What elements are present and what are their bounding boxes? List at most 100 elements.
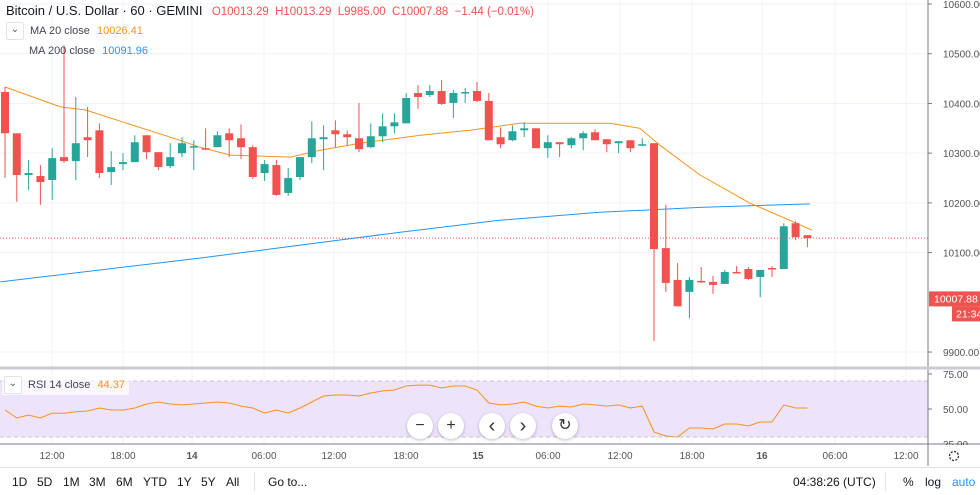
range-3m[interactable]: 3M <box>89 475 106 489</box>
ohlc-change: −1.44 (−0.01%) <box>454 6 534 18</box>
range-6m[interactable]: 6M <box>116 475 133 489</box>
candle-body <box>768 268 776 270</box>
divider <box>885 472 886 491</box>
candle-body <box>626 140 635 149</box>
candle-body <box>213 135 222 148</box>
log-toggle[interactable]: log <box>925 475 942 489</box>
candle-body <box>201 148 210 150</box>
candle-body <box>779 226 788 270</box>
candle-body <box>107 167 116 173</box>
candle-body <box>166 157 175 167</box>
candle-body <box>331 130 340 135</box>
ma200-value: 10091.96 <box>102 45 148 57</box>
price-tick-label: 9900.00 <box>943 348 980 359</box>
price-tick-label: 10200.00 <box>943 199 980 210</box>
last-price-badge <box>929 291 980 307</box>
candle-body <box>638 144 647 146</box>
range-all[interactable]: All <box>226 475 240 489</box>
candle-body <box>484 100 493 141</box>
rsi-band <box>0 381 928 437</box>
ma20-line <box>4 86 813 231</box>
candle-body <box>520 128 529 131</box>
candle-body <box>178 143 186 154</box>
price-tick-label: 10500.00 <box>943 50 980 61</box>
time-tick-label: 18:00 <box>110 451 135 462</box>
candle-body <box>24 173 33 176</box>
ma200-label: MA 200 close <box>29 45 96 57</box>
candle-body <box>449 92 458 103</box>
candle-body <box>1 92 9 134</box>
candle-body <box>673 279 682 307</box>
candle-body <box>720 271 729 284</box>
candle-body <box>461 92 470 94</box>
range-1y[interactable]: 1Y <box>177 475 192 489</box>
candle-body <box>225 133 234 141</box>
candle-body <box>378 126 387 137</box>
time-tick-label: 16 <box>756 451 768 462</box>
ohlc-low: L9985.00 <box>337 6 386 18</box>
time-tick-label: 15 <box>472 451 484 462</box>
candle-body <box>402 97 411 124</box>
price-tick-label: 10600.00 <box>943 0 980 11</box>
candle-body <box>390 122 399 127</box>
candle-body <box>579 133 588 139</box>
countdown-label: 21:34 <box>956 308 980 320</box>
time-tick-label: 12:00 <box>39 451 64 462</box>
time-tick-label: 18:00 <box>679 451 704 462</box>
range-5y[interactable]: 5Y <box>201 475 216 489</box>
scroll-left-button[interactable]: ‹ <box>479 413 505 439</box>
candle-body <box>791 223 800 238</box>
time-tick-label: 12:00 <box>321 451 346 462</box>
chevron-down-icon[interactable]: ⌄ <box>6 22 24 40</box>
candle-body <box>366 136 375 148</box>
scroll-right-button[interactable]: › <box>510 413 536 439</box>
chevron-down-icon[interactable]: ⌄ <box>4 376 22 394</box>
candle-body <box>48 158 57 181</box>
candle-body <box>555 142 564 145</box>
clock[interactable]: 04:38:26 (UTC) <box>793 475 876 489</box>
candle-body <box>248 147 257 178</box>
candle-body <box>508 131 517 141</box>
candle-body <box>355 138 363 150</box>
candle-body <box>319 137 328 140</box>
auto-toggle[interactable]: auto <box>952 475 976 489</box>
candle-body <box>744 269 753 279</box>
ma20-legend[interactable]: ⌄ MA 20 close 10026.41 <box>6 22 143 40</box>
rsi-value: 44.37 <box>97 378 125 391</box>
rsi-legend[interactable]: ⌄ RSI 14 close 44.37 <box>2 375 129 395</box>
range-1d[interactable]: 1D <box>12 475 28 489</box>
symbol-title: Bitcoin / U.S. Dollar · 60 · GEMINI <box>6 3 203 18</box>
candle-body <box>425 91 434 95</box>
candle-body <box>296 157 304 178</box>
reset-chart-button[interactable]: ↻ <box>552 413 578 439</box>
goto-button[interactable]: Go to... <box>268 475 308 489</box>
candle-body <box>130 142 139 163</box>
time-tick-label: 12:00 <box>893 451 918 462</box>
candle-body <box>60 157 68 162</box>
ohlc-high: H10013.29 <box>275 6 332 18</box>
time-tick-label: 06:00 <box>535 451 560 462</box>
zoom-out-button[interactable]: − <box>407 413 433 439</box>
time-tick-label: 14 <box>186 451 198 462</box>
price-tick-label: 10100.00 <box>943 249 980 260</box>
candle-body <box>650 143 658 250</box>
candle-body <box>543 142 552 149</box>
gear-icon <box>948 450 960 462</box>
range-5d[interactable]: 5D <box>37 475 53 489</box>
rsi-label: RSI 14 close <box>28 378 91 391</box>
candle-body <box>567 138 576 146</box>
price-tick-label: 10400.00 <box>943 99 980 110</box>
ma200-legend[interactable]: MA 200 close 10091.96 <box>29 45 148 57</box>
candle-body <box>189 146 198 148</box>
percent-toggle[interactable]: % <box>903 475 914 489</box>
candle-body <box>119 162 127 165</box>
bottom-toolbar: 1D 5D 1M 3M 6M YTD 1Y 5Y All Go to... 04… <box>0 467 980 495</box>
axes: 10600.00 10500.00 10400.00 10300.00 10200.00… <box>0 0 980 466</box>
range-1m[interactable]: 1M <box>63 475 80 489</box>
last-price-label: 10007.88 <box>934 293 978 305</box>
zoom-in-button[interactable]: + <box>438 413 464 439</box>
candle-body <box>71 143 80 162</box>
range-ytd[interactable]: YTD <box>143 475 167 489</box>
time-tick-label: 06:00 <box>251 451 276 462</box>
